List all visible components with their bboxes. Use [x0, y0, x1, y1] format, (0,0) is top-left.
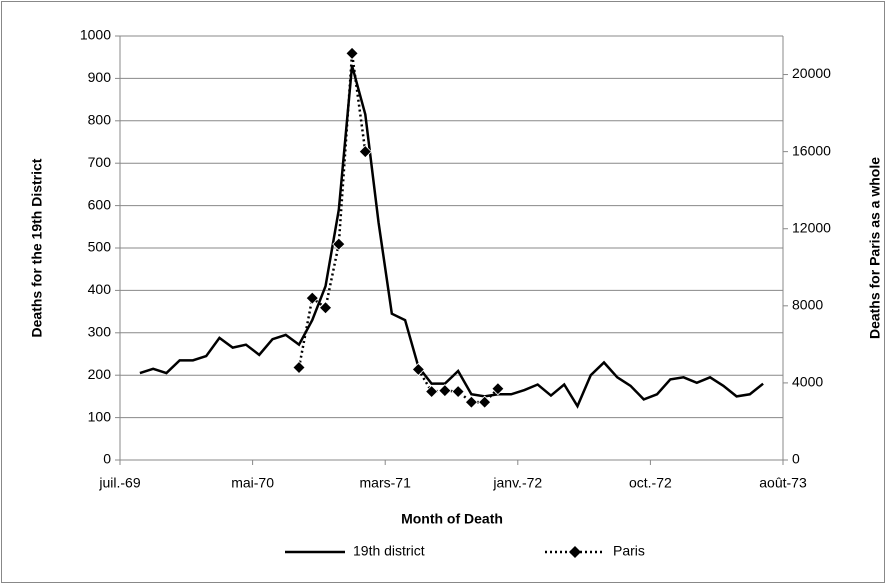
- x-tick-label: août-73: [759, 475, 807, 491]
- y-tick-label: 100: [88, 408, 112, 424]
- legend-label: 19th district: [353, 543, 425, 559]
- data-point: [464, 395, 478, 409]
- y2-axis-label: Deaths for Paris as a whole: [867, 157, 883, 339]
- data-point: [411, 362, 425, 376]
- y2-tick-label: 4000: [792, 374, 823, 390]
- y-tick-label: 300: [88, 324, 112, 340]
- y2-tick-label: 8000: [792, 297, 823, 313]
- y-tick-label: 900: [88, 69, 112, 85]
- y-tick-label: 200: [88, 366, 112, 382]
- series-line: [139, 65, 764, 409]
- data-point: [425, 385, 439, 399]
- data-point: [358, 145, 372, 159]
- y2-tick-label: 12000: [792, 219, 831, 235]
- x-tick-label: juil.-69: [98, 475, 140, 491]
- y2-tick-label: 20000: [792, 65, 831, 81]
- data-point: [478, 395, 492, 409]
- y-tick-label: 600: [88, 196, 112, 212]
- y-tick-label: 700: [88, 154, 112, 170]
- y-axis-label: Deaths for the 19th District: [29, 158, 45, 337]
- data-point: [345, 46, 359, 60]
- y2-tick-label: 0: [792, 451, 800, 467]
- x-axis-label: Month of Death: [401, 511, 503, 527]
- data-point: [305, 291, 319, 305]
- y-tick-label: 500: [88, 239, 112, 255]
- y-tick-label: 400: [88, 281, 112, 297]
- data-point: [332, 237, 346, 251]
- data-point: [451, 385, 465, 399]
- x-tick-label: mai-70: [231, 475, 274, 491]
- data-point: [292, 360, 306, 375]
- data-point: [318, 301, 333, 315]
- y-tick-label: 0: [103, 451, 111, 467]
- y-tick-label: 800: [88, 112, 112, 128]
- x-tick-label: janv.-72: [492, 475, 542, 491]
- legend-label: Paris: [613, 543, 645, 559]
- x-tick-label: oct.-72: [629, 475, 672, 491]
- legend-marker: [569, 546, 581, 558]
- data-point: [491, 382, 505, 396]
- y2-tick-label: 16000: [792, 142, 831, 158]
- x-tick-label: mars-71: [360, 475, 412, 491]
- y-tick-label: 1000: [80, 27, 111, 43]
- data-point: [438, 384, 452, 398]
